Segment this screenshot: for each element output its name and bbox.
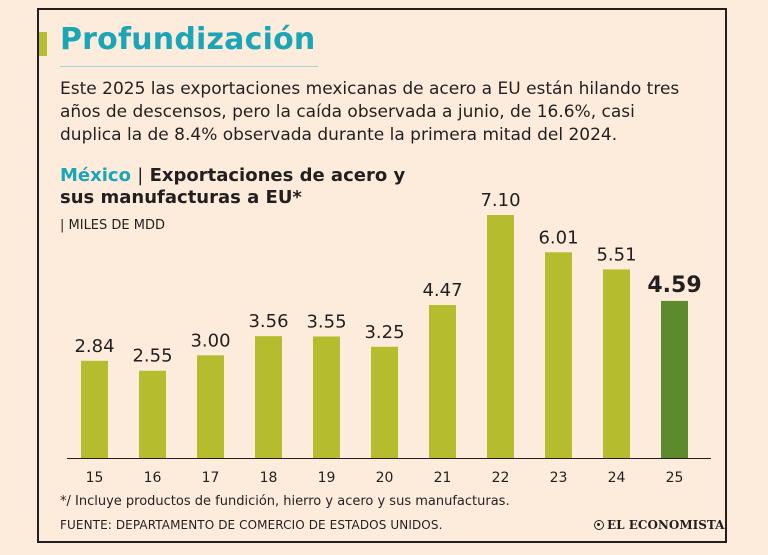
brand-name: EL ECONOMISTA xyxy=(607,518,725,532)
intro-paragraph: Este 2025 las exportaciones mexicanas de… xyxy=(60,79,680,145)
x-tick-21: 21 xyxy=(434,470,452,486)
infographic-frame: Profundización Este 2025 las exportacion… xyxy=(37,8,727,543)
brand-logo: EL ECONOMISTA xyxy=(594,518,724,532)
bar-22 xyxy=(487,215,514,458)
bar-18 xyxy=(255,336,282,458)
value-label-22: 7.10 xyxy=(480,190,520,211)
value-label-16: 2.55 xyxy=(132,346,172,367)
bar-25 xyxy=(661,300,688,458)
x-tick-20: 20 xyxy=(376,470,394,486)
value-labels-layer: 2.84 2.55 3.00 3.56 3.55 3.25 4.47 7.10 6.01 5.51… xyxy=(74,190,701,367)
x-tick-16: 16 xyxy=(144,470,162,486)
brand-icon xyxy=(594,520,604,530)
chart-title-text: Exportaciones de acero y sus manufactura… xyxy=(60,165,406,208)
source-note: FUENTE: DEPARTAMENTO DE COMERCIO DE ESTA… xyxy=(60,518,443,532)
value-label-25: 4.59 xyxy=(647,273,701,298)
value-label-21: 4.47 xyxy=(422,280,462,301)
page-title: Profundización xyxy=(60,22,316,57)
chart-unit-label: | MILES DE MDD xyxy=(60,218,165,233)
x-tick-25: 25 xyxy=(666,470,684,486)
x-tick-19: 19 xyxy=(318,470,336,486)
bars-layer xyxy=(81,215,688,458)
x-tick-24: 24 xyxy=(608,470,626,486)
value-label-23: 6.01 xyxy=(538,227,578,248)
value-label-24: 5.51 xyxy=(596,244,636,265)
x-tick-labels-layer: 15 16 17 18 19 20 21 22 23 24 25 xyxy=(86,470,684,486)
bar-16 xyxy=(139,370,166,458)
value-label-17: 3.00 xyxy=(190,330,230,351)
bar-17 xyxy=(197,355,224,458)
x-tick-22: 22 xyxy=(492,470,510,486)
x-tick-23: 23 xyxy=(550,470,568,486)
bar-15 xyxy=(81,360,108,458)
chart-title: México | Exportaciones de acero y sus ma… xyxy=(60,165,420,209)
footnote: */ Incluye productos de fundición, hierr… xyxy=(60,494,510,509)
bar-19 xyxy=(313,336,340,458)
chart-country: México xyxy=(60,165,131,186)
bar-23 xyxy=(545,252,572,458)
x-tick-15: 15 xyxy=(86,470,104,486)
bar-21 xyxy=(429,305,456,458)
bar-chart: 2.84 2.55 3.00 3.56 3.55 3.25 4.47 7.10 6.01 5.51… xyxy=(67,190,711,486)
value-label-20: 3.25 xyxy=(364,322,404,343)
chart-title-separator: | xyxy=(137,165,144,186)
x-tick-18: 18 xyxy=(260,470,278,486)
value-label-15: 2.84 xyxy=(74,336,114,357)
bar-20 xyxy=(371,346,398,458)
accent-bar xyxy=(39,32,47,56)
value-label-19: 3.55 xyxy=(306,312,346,333)
x-tick-17: 17 xyxy=(202,470,220,486)
bar-24 xyxy=(603,269,630,458)
title-underline xyxy=(60,66,318,67)
value-label-18: 3.56 xyxy=(248,311,288,332)
